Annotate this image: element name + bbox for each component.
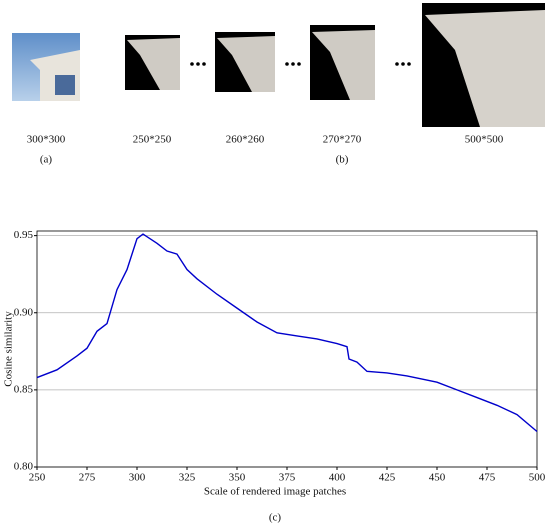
x-tick-label: 275 [79, 472, 96, 484]
x-tick-label: 300 [129, 472, 146, 484]
caption: (a) [40, 154, 53, 166]
ellipsis [190, 62, 411, 66]
y-tick-label: 0.80 [14, 461, 34, 473]
image-500 [422, 3, 545, 127]
panel-label: 270*270 [323, 134, 362, 146]
image-260 [215, 32, 275, 92]
caption: (c) [269, 512, 282, 524]
plot-frame [36, 230, 538, 468]
caption: (b) [336, 154, 349, 166]
x-tick-label: 250 [29, 472, 46, 484]
data-line [36, 233, 538, 433]
image-250 [125, 35, 180, 90]
panel-label: 500*500 [465, 134, 504, 146]
x-tick-label: 425 [379, 472, 396, 484]
x-tick-label: 325 [179, 472, 196, 484]
y-tick-label: 0.95 [14, 229, 34, 241]
y-axis-label: Cosine similarity [3, 311, 15, 387]
x-tick-label: 450 [429, 472, 446, 484]
x-tick-label: 500 [529, 472, 546, 484]
y-tick-label: 0.85 [14, 383, 34, 395]
image-270 [310, 25, 375, 100]
image-a [12, 33, 80, 101]
y-tick-label: 0.90 [14, 306, 34, 318]
panel-label: 300*300 [27, 134, 66, 146]
panel-label: 260*260 [226, 134, 265, 146]
x-axis-label: Scale of rendered image patches [204, 486, 346, 498]
x-tick-label: 400 [329, 472, 346, 484]
x-tick-label: 475 [479, 472, 496, 484]
x-tick-label: 350 [229, 472, 246, 484]
panel-label: 250*250 [133, 134, 172, 146]
x-tick-label: 375 [279, 472, 296, 484]
